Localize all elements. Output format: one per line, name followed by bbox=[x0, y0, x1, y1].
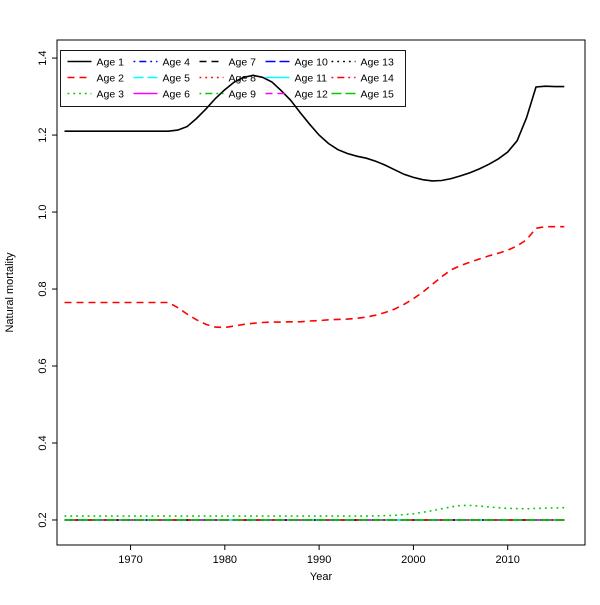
legend-label-age-2: Age 2 bbox=[97, 73, 125, 85]
legend-label-age-15: Age 15 bbox=[361, 89, 394, 101]
x-axis-tick-label: 1970 bbox=[118, 554, 142, 566]
series-line-age-3 bbox=[64, 504, 565, 517]
legend-label-age-1: Age 1 bbox=[97, 57, 125, 69]
legend-label-age-9: Age 9 bbox=[229, 89, 257, 101]
y-axis-tick-label: 0.6 bbox=[37, 358, 49, 373]
y-axis-tick-label: 0.4 bbox=[37, 435, 49, 450]
y-axis-tick-label: 0.8 bbox=[37, 281, 49, 296]
plot-border bbox=[56, 39, 586, 546]
y-axis-title: Natural mortality bbox=[4, 252, 16, 333]
legend-label-age-5: Age 5 bbox=[163, 73, 191, 85]
legend-label-age-8: Age 8 bbox=[229, 73, 257, 85]
y-axis-tick-label: 1.4 bbox=[37, 50, 49, 65]
legend-box bbox=[60, 50, 406, 107]
legend-label-age-10: Age 10 bbox=[295, 57, 328, 69]
legend-label-age-4: Age 4 bbox=[163, 57, 191, 69]
legend-label-age-13: Age 13 bbox=[361, 57, 394, 69]
y-axis-tick-label: 1.0 bbox=[37, 204, 49, 219]
series-line-age-1 bbox=[64, 74, 565, 182]
legend-label-age-11: Age 11 bbox=[295, 73, 328, 85]
legend-label-age-6: Age 6 bbox=[163, 89, 191, 101]
series-line-age-2 bbox=[64, 225, 565, 329]
x-axis-tick-label: 2000 bbox=[401, 554, 425, 566]
legend-label-age-3: Age 3 bbox=[97, 89, 125, 101]
legend-label-age-12: Age 12 bbox=[295, 89, 328, 101]
y-axis-tick-label: 0.2 bbox=[37, 512, 49, 527]
x-axis-tick-label: 2010 bbox=[495, 554, 519, 566]
x-axis-tick-label: 1990 bbox=[307, 554, 331, 566]
legend-label-age-7: Age 7 bbox=[229, 57, 257, 69]
y-axis-tick-label: 1.2 bbox=[37, 127, 49, 142]
plot-area: 1970 1980 1990 2000 2010 0.2 0.4 0.6 0.8 1.0 1.2 1.… bbox=[37, 39, 586, 566]
x-axis-tick-label: 1980 bbox=[213, 554, 237, 566]
legend-label-age-14: Age 14 bbox=[361, 73, 394, 85]
x-axis-title: Year bbox=[310, 571, 333, 583]
